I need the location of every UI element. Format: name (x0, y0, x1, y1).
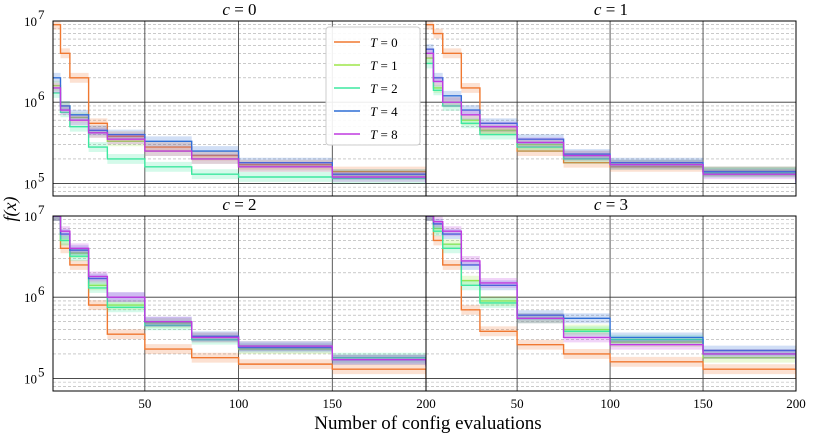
x-tick-label: 50 (138, 396, 151, 411)
y-tick-label: 10 (24, 290, 37, 305)
series-line (53, 216, 426, 367)
x-tick-label: 200 (786, 396, 806, 411)
y-axis-label: f(x) (0, 197, 21, 222)
series-band (53, 216, 426, 370)
series-band (426, 216, 796, 375)
panel-frame (425, 215, 797, 392)
panel-title: c = 3 (594, 195, 628, 214)
series-line (53, 87, 426, 184)
legend-label: T = 0 (370, 35, 398, 50)
y-tick-exponent: 6 (38, 283, 45, 298)
legend-label: T = 4 (370, 104, 398, 119)
y-tick-label: 10 (24, 14, 37, 29)
y-tick-exponent: 7 (38, 7, 45, 22)
panel-frame (425, 20, 797, 197)
panel-title: c = 1 (594, 0, 628, 19)
y-tick-label: 10 (24, 209, 37, 224)
y-tick-exponent: 5 (38, 364, 45, 379)
series-band (53, 21, 426, 185)
y-tick-label: 10 (24, 176, 37, 191)
panel-title: c = 0 (222, 0, 256, 19)
y-tick-exponent: 6 (38, 88, 45, 103)
series-line (426, 48, 796, 184)
series-band (426, 21, 796, 185)
series-band (53, 216, 426, 372)
y-tick-exponent: 5 (38, 169, 45, 184)
x-tick-label: 150 (693, 396, 713, 411)
y-tick-label: 10 (24, 95, 37, 110)
legend-label: T = 1 (370, 58, 398, 73)
y-tick-exponent: 7 (38, 202, 45, 217)
legend-box (325, 26, 421, 146)
x-tick-label: 50 (511, 396, 524, 411)
x-tick-label: 150 (323, 396, 343, 411)
panel-title: c = 2 (222, 195, 256, 214)
series-band (426, 48, 796, 187)
series-band (426, 216, 796, 375)
legend-label: T = 8 (370, 127, 398, 142)
x-tick-label: 100 (600, 396, 620, 411)
x-axis-label: Number of config evaluations (314, 413, 541, 434)
series-line (426, 216, 796, 370)
legend-label: T = 2 (370, 81, 398, 96)
series-line (53, 77, 426, 184)
series-band (426, 53, 796, 182)
series-band (426, 216, 796, 384)
series-band (53, 88, 426, 185)
x-tick-label: 200 (416, 396, 436, 411)
series-band (53, 216, 426, 367)
y-tick-label: 10 (24, 371, 37, 386)
x-tick-label: 100 (229, 396, 249, 411)
series-band (53, 216, 426, 384)
series-line (426, 52, 796, 182)
